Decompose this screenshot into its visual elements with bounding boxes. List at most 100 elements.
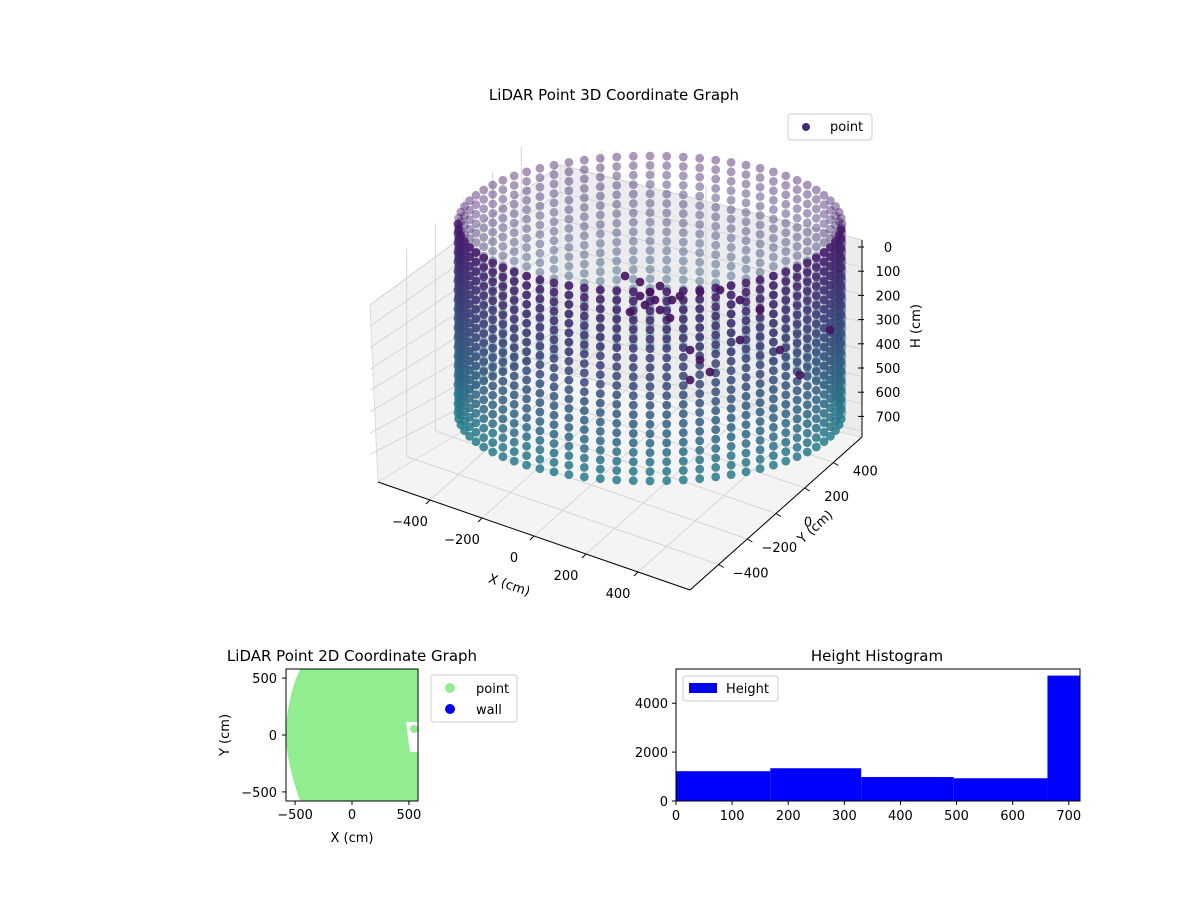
point-3d (564, 252, 574, 262)
point-3d (711, 321, 721, 331)
point-3d (662, 353, 672, 363)
point-3d (522, 281, 531, 290)
point-3d (811, 263, 821, 272)
point-3d (628, 161, 638, 171)
z-tick-label-3d: 0 (884, 241, 892, 256)
point-3d (628, 287, 638, 297)
point-3d (595, 370, 605, 380)
point-3d (498, 414, 508, 424)
point-3d (662, 218, 672, 227)
point-3d (741, 236, 751, 246)
point-3d (819, 352, 829, 362)
point-3d (460, 426, 469, 435)
point-3d (612, 428, 622, 438)
point-3d (711, 359, 721, 368)
point-3d (819, 399, 829, 409)
point-3d (522, 186, 531, 196)
point-3d (662, 236, 672, 246)
point-3d (831, 202, 840, 211)
point-3d (509, 314, 519, 324)
point-3d (498, 386, 508, 395)
point-3d (535, 454, 545, 464)
point-3d (479, 242, 489, 252)
point-3d (498, 232, 508, 242)
point-3d (645, 316, 655, 325)
grid-line-3d (559, 164, 863, 241)
point-3d (811, 310, 821, 320)
point-3d (456, 207, 466, 217)
point-3d (645, 363, 655, 372)
point-3d (595, 464, 605, 474)
point-3d (595, 304, 605, 313)
point-3d (755, 341, 765, 351)
point-3d (522, 177, 531, 186)
y-axis-label-3d: Y (cm) (794, 508, 836, 548)
point-3d (535, 220, 545, 230)
point-3d (711, 378, 721, 387)
chart-3d-title: LiDAR Point 3D Coordinate Graph (489, 86, 739, 104)
point-3d (579, 453, 589, 463)
point-3d (726, 261, 736, 271)
point-3d (595, 276, 605, 286)
point-3d (695, 182, 705, 192)
point-3d (460, 211, 469, 221)
point-3d (522, 252, 531, 262)
point-3d (792, 424, 802, 433)
point-3d (769, 460, 778, 470)
point-3d (711, 463, 721, 472)
point-3d (535, 436, 545, 445)
point-3d (549, 373, 559, 382)
point-3d (595, 210, 605, 220)
grid-line-3d (559, 328, 863, 405)
point-3d (549, 439, 559, 448)
legend-3d-frame (787, 113, 873, 141)
x-tick-label-histogram: 500 (944, 809, 969, 824)
point-3d (579, 330, 589, 340)
point-3d (509, 390, 519, 400)
point-3d (579, 155, 589, 165)
point-3d (802, 343, 812, 353)
point-3d (678, 362, 688, 371)
point-3d (498, 338, 508, 348)
x-tick-label-2d: 0 (348, 808, 356, 823)
point-3d (726, 271, 736, 281)
point-3d (662, 448, 672, 457)
point-3d (792, 405, 802, 414)
point-3d (509, 400, 519, 409)
point-3d (726, 356, 736, 366)
point-3d (479, 223, 489, 233)
point-3d (471, 380, 481, 390)
point-3d (595, 220, 605, 229)
point-3d (471, 371, 481, 380)
point-3d (509, 199, 519, 209)
point-3d (479, 385, 489, 395)
point-3d (479, 291, 489, 301)
point-3d (628, 227, 638, 237)
point-3d (741, 189, 751, 198)
point-3d (612, 437, 622, 447)
point-3d (802, 400, 812, 410)
point-3d (479, 282, 489, 291)
point-3d (792, 310, 802, 320)
point-3d (769, 432, 778, 442)
point-3d (726, 347, 736, 357)
legend-2d-wall-label: wall (476, 703, 502, 718)
point-3d (662, 180, 672, 190)
point-3d (755, 258, 765, 268)
point-3d (819, 200, 829, 210)
point-3d (678, 218, 688, 228)
point-3d (549, 189, 559, 198)
point-3d (628, 218, 638, 227)
point-3d (595, 351, 605, 361)
point-3d (802, 208, 812, 218)
point-3d (488, 237, 498, 247)
point-3d (811, 319, 821, 329)
legend-2d-point-label: point (476, 682, 509, 697)
point-3d (628, 255, 638, 265)
ticks-2d: −500 0 500 500 0 −500 (241, 672, 421, 823)
point-3d (831, 426, 840, 435)
point-3d (460, 202, 469, 211)
point-3d (645, 287, 655, 297)
y-tick-label-histogram: 4000 (635, 697, 668, 712)
point-3d (695, 276, 705, 286)
